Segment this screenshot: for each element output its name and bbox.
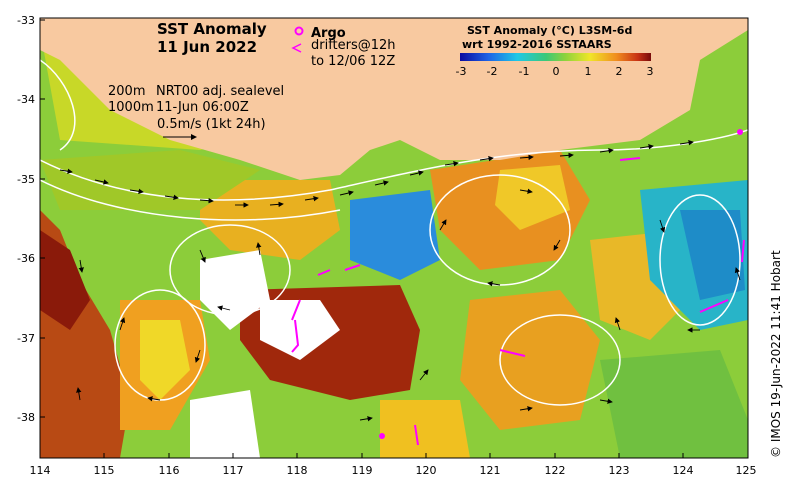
map-title: SST Anomaly <box>157 20 267 38</box>
lon-tick-label: 114 <box>30 464 51 477</box>
colorbar-title: SST Anomaly (°C) L3SM-6d <box>467 24 632 37</box>
contour-1000m-label: 1000m <box>108 100 154 115</box>
lat-tick-label: -34 <box>17 93 35 106</box>
lat-tick-label: -33 <box>17 14 35 27</box>
lon-tick-label: 119 <box>352 464 373 477</box>
drifter-legend-label: drifters@12h <box>311 38 396 53</box>
argo-legend-icon <box>294 26 304 36</box>
longitude-axis: 114 115 116 117 118 119 120 121 122 123 … <box>30 453 757 477</box>
lat-tick-label: -35 <box>17 173 35 186</box>
argo-floats <box>379 129 743 439</box>
sst-field <box>40 18 748 458</box>
colorbar-tick-label: -3 <box>456 65 467 78</box>
argo-legend-label: Argo <box>311 26 346 41</box>
lat-tick-label: -36 <box>17 252 35 265</box>
lon-tick-label: 118 <box>287 464 308 477</box>
drifter-tracks <box>291 157 745 446</box>
lat-tick-label: -38 <box>17 411 35 424</box>
lon-tick-label: 125 <box>736 464 757 477</box>
colorbar-tick-label: -2 <box>487 65 498 78</box>
colorbar-tick-label: 1 <box>585 65 592 78</box>
lon-tick-label: 124 <box>673 464 694 477</box>
sealevel-label: NRT00 adj. sealevel <box>156 84 284 99</box>
colorbar-tick-label: -1 <box>519 65 530 78</box>
lon-tick-label: 116 <box>159 464 180 477</box>
drifter-legend-period: to 12/06 12Z <box>311 54 395 69</box>
colorbar-tick-label: 3 <box>647 65 654 78</box>
lon-tick-label: 115 <box>94 464 115 477</box>
colorbar-tick-label: 2 <box>616 65 623 78</box>
plot-frame <box>39 17 749 459</box>
sealevel-time: 11-Jun 06:00Z <box>156 100 249 115</box>
velocity-arrows <box>59 140 741 422</box>
lon-tick-label: 120 <box>416 464 437 477</box>
lon-tick-label: 121 <box>480 464 501 477</box>
sealevel-contours <box>40 59 748 406</box>
colorbar-subtitle: wrt 1992-2016 SSTAARS <box>462 38 612 51</box>
latitude-axis: -33 -34 -35 -36 -37 -38 <box>17 14 45 424</box>
lat-tick-label: -37 <box>17 332 35 345</box>
colorbar-tick-label: 0 <box>553 65 560 78</box>
velocity-scale-label: 0.5m/s (1kt 24h) <box>157 117 266 132</box>
lon-tick-label: 123 <box>609 464 630 477</box>
credit-box: © IMOS 19-Jun-2022 11:41 Hobart <box>766 18 784 463</box>
lon-tick-label: 117 <box>223 464 244 477</box>
map-date: 11 Jun 2022 <box>157 38 257 56</box>
lon-tick-label: 122 <box>545 464 566 477</box>
contour-200m-label: 200m <box>108 84 145 99</box>
colorbar <box>460 53 651 61</box>
colorbar-ticks: -3 -2 -1 0 1 2 3 <box>456 65 654 78</box>
drifter-legend-icon <box>291 43 302 53</box>
credit-text: © IMOS 19-Jun-2022 11:41 Hobart <box>769 250 783 458</box>
